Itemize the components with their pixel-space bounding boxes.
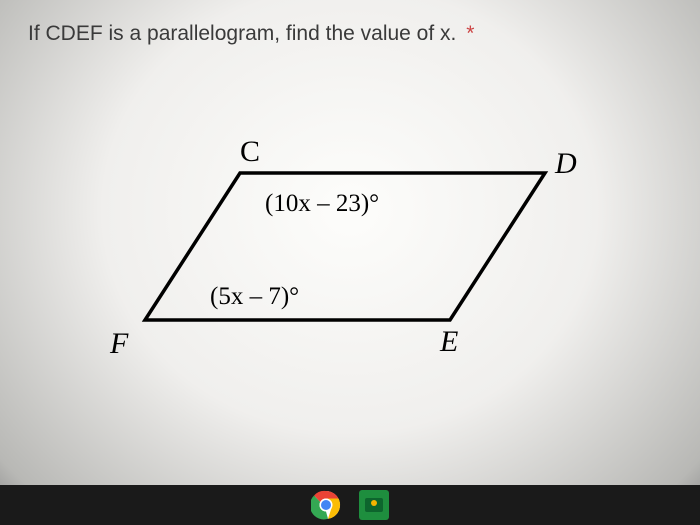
chrome-icon[interactable]: [311, 490, 341, 520]
google-classroom-icon[interactable]: [359, 490, 389, 520]
taskbar: [0, 485, 700, 525]
angle-c-label: (10x – 23)°: [265, 190, 379, 218]
vertex-c: C: [240, 135, 260, 169]
parallelogram-diagram: C D E F (10x – 23)° (5x – 7)°: [110, 135, 580, 375]
vertex-e: E: [440, 325, 458, 359]
vertex-d: D: [555, 147, 577, 181]
parallelogram-svg: [110, 135, 580, 375]
angle-f-label: (5x – 7)°: [210, 283, 299, 311]
question-text: If CDEF is a parallelogram, find the val…: [28, 22, 474, 46]
question-prompt: If CDEF is a parallelogram, find the val…: [28, 22, 456, 45]
chrome-svg: [311, 490, 341, 520]
classroom-board: [365, 498, 383, 512]
required-asterisk: *: [466, 22, 474, 45]
vertex-f: F: [110, 327, 128, 361]
